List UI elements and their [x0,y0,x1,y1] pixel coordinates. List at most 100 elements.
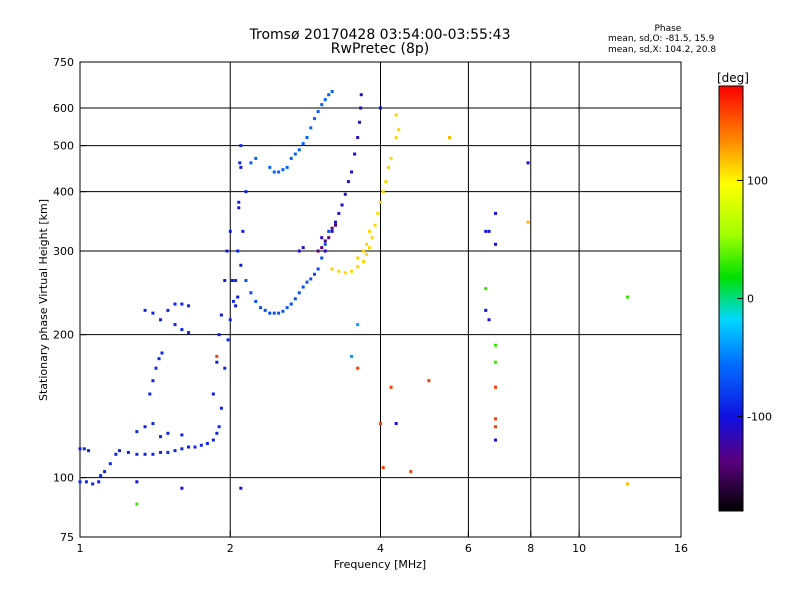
data-point [135,480,139,484]
data-point [353,152,357,156]
x-tick-label: 16 [674,542,688,555]
data-point [297,148,301,152]
data-point [114,452,118,456]
data-point [494,343,498,347]
data-point [448,136,452,140]
data-point [333,223,337,227]
data-point [238,161,242,165]
data-point [268,165,272,169]
data-point [228,229,232,233]
chart-grid [80,62,681,537]
data-point [327,236,331,240]
data-point [234,304,238,308]
data-point [362,260,366,264]
data-point [301,246,305,250]
data-point [367,229,371,233]
data-point [484,287,488,291]
data-point [309,277,313,281]
data-point [494,417,498,421]
data-point [166,308,170,312]
data-point [187,304,191,308]
data-point [293,297,297,301]
data-point [365,252,369,256]
data-point [143,452,147,456]
data-point [340,203,344,207]
data-point [97,480,101,484]
data-point [215,431,219,435]
y-axis-ticks: 75 100 200 300 400 500 600 750 [53,56,86,544]
data-point [305,136,309,140]
data-point [166,431,170,435]
data-point [309,126,313,130]
data-point [193,445,197,449]
data-point [199,443,203,447]
data-point [323,98,327,102]
colorbar-tick-label: 100 [747,174,768,187]
data-point [494,360,498,364]
x-tick-label: 10 [572,542,586,555]
data-point [289,302,293,306]
data-point [389,156,393,160]
data-point [346,180,350,184]
data-point [154,366,158,370]
data-point [394,422,398,426]
data-point [301,142,305,146]
data-point [327,229,331,233]
data-point [320,236,324,240]
phase-stats-x-mode: mean, sd,X: 104.2, 20.8 [608,45,717,55]
data-point [241,229,245,233]
data-point [277,170,281,174]
data-point [343,192,347,196]
data-point [272,170,276,174]
data-point [99,474,103,478]
data-point [297,249,301,253]
data-point [312,272,316,276]
data-point [151,452,155,456]
data-point [394,113,398,117]
data-point [272,311,276,315]
data-point [356,366,360,370]
data-point [239,165,243,169]
y-tick-label: 100 [53,472,74,485]
data-point [625,482,629,486]
data-point [82,447,86,451]
data-point [215,360,219,364]
data-point [494,385,498,389]
data-point [205,442,209,446]
data-point [226,338,230,342]
colorbar [718,85,744,512]
data-point [217,425,221,429]
data-point [376,211,380,215]
data-point [389,385,393,389]
data-point [381,190,385,194]
data-point [316,249,320,253]
data-point [337,269,341,273]
data-point [118,449,122,453]
data-point [173,302,177,306]
data-point [323,249,327,253]
data-point [143,308,147,312]
colorbar-tick-label: -100 [747,411,772,424]
data-point [350,269,354,273]
data-point [211,438,215,442]
data-point [356,256,360,260]
data-point [356,265,360,269]
data-point [384,180,388,184]
data-point [180,486,184,490]
data-point [87,449,91,453]
data-point [159,450,163,454]
data-point [277,311,281,315]
data-point [625,295,629,299]
data-point [494,211,498,215]
data-point [323,242,327,246]
y-tick-label: 300 [53,245,74,258]
data-point [312,117,316,121]
data-point [484,229,488,233]
data-point [370,236,374,240]
data-point [143,425,147,429]
data-point [159,435,163,439]
data-point [126,450,130,454]
data-point [327,93,331,97]
data-point [237,200,241,204]
